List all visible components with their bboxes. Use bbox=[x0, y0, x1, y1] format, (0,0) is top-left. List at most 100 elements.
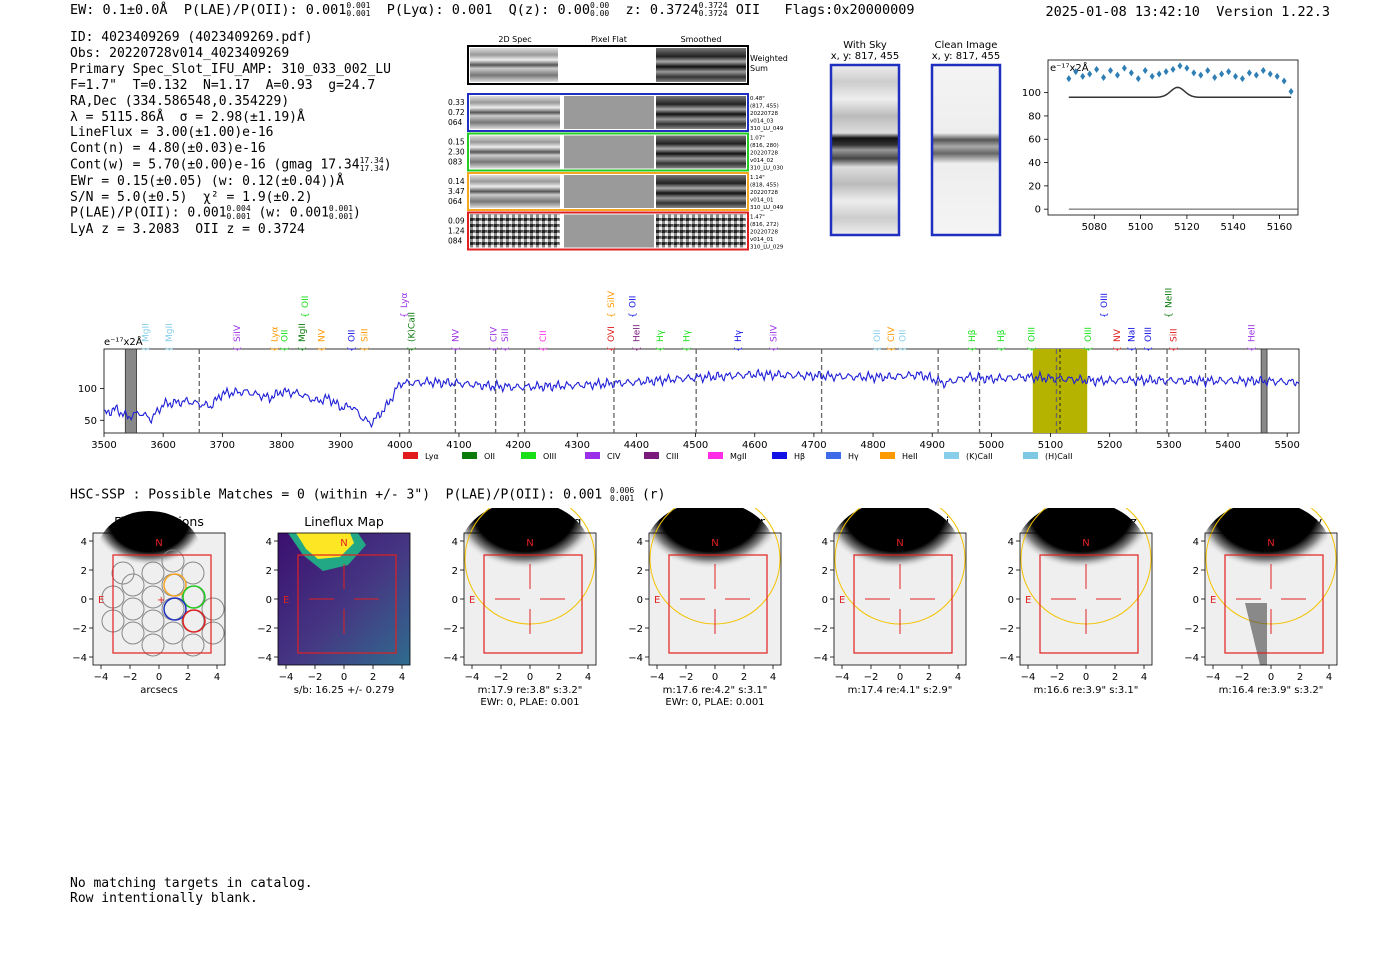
cutout-smoothed bbox=[656, 175, 746, 208]
panel-xtick-label: 0 bbox=[1083, 672, 1089, 683]
zoom-xtick-label: 5120 bbox=[1174, 222, 1199, 233]
info-lyaz: LyA z = 3.2083 OII z = 0.3724 bbox=[70, 221, 305, 237]
cutout-right-label: (817, 455) bbox=[750, 104, 779, 110]
panel-xtick-label: 4 bbox=[770, 672, 776, 683]
zoom-data-point bbox=[1253, 71, 1259, 79]
cutout-right-label: v014_01 bbox=[750, 198, 774, 204]
info-ewr: EWr = 0.15(±0.05) (w: 0.12(±0.04))Å bbox=[70, 173, 344, 189]
panel-ytick-label: 4 bbox=[1193, 537, 1199, 548]
zoom-data-point bbox=[1219, 70, 1225, 78]
cutout-right-label: 0.48" bbox=[750, 96, 765, 102]
cutout-right-label: 20220728 bbox=[750, 190, 778, 196]
zoom-ytick-label: 100 bbox=[1022, 88, 1041, 99]
info-primary: Primary Spec_Slot_IFU_AMP: 310_033_002_L… bbox=[70, 61, 391, 77]
spec-line-bracket: { bbox=[360, 346, 370, 352]
header-ew: EW: 0.1±0.0Å bbox=[70, 2, 168, 18]
spec-line-label: MgII bbox=[165, 323, 175, 342]
zoom-ytick-label: 40 bbox=[1028, 158, 1041, 169]
zoom-data-point bbox=[1156, 70, 1162, 78]
panel-ytick-label: 4 bbox=[266, 537, 272, 548]
zoom-data-point bbox=[1233, 72, 1238, 80]
zoom-data-point bbox=[1080, 72, 1086, 80]
with-sky-image bbox=[829, 63, 901, 237]
north-label: N bbox=[526, 538, 533, 549]
legend-label: Lyα bbox=[425, 452, 439, 461]
spec-line-bracket: { bbox=[408, 346, 418, 352]
galaxy-blob bbox=[644, 508, 776, 605]
panel-ytick-label: 4 bbox=[81, 537, 87, 548]
fiber-circle bbox=[181, 633, 205, 657]
detection-info: ID: 4023409269 (4023409269.pdf) Obs: 202… bbox=[70, 30, 392, 238]
cutout-left-label: 3.47 bbox=[448, 187, 465, 196]
panel-ytick-label: 2 bbox=[81, 566, 87, 577]
cutout-left-label: 0.33 bbox=[448, 98, 465, 107]
legend-swatch bbox=[708, 452, 723, 459]
spec-line-label: SiIV bbox=[607, 290, 617, 308]
north-label: N bbox=[155, 538, 162, 549]
spec-line-label: Lyα bbox=[270, 326, 280, 342]
col-2d-spec: 2D Spec bbox=[498, 35, 531, 44]
galaxy-blob bbox=[1015, 508, 1147, 605]
zoom-xtick-label: 5100 bbox=[1128, 222, 1153, 233]
panel-xtick-label: −2 bbox=[679, 672, 694, 683]
zoom-data-point bbox=[1267, 70, 1273, 78]
spec-line-label: Hβ bbox=[997, 329, 1007, 342]
legend-label: MgII bbox=[730, 452, 747, 461]
panel-ytick-label: 0 bbox=[81, 595, 87, 606]
north-label: N bbox=[340, 538, 347, 549]
spec-line-label: CIV bbox=[489, 326, 499, 342]
panel-subtitle: m:16.6 re:3.9" s:3.1" bbox=[1034, 685, 1139, 696]
header-plae-range: 0.001 0.001 bbox=[346, 1, 371, 18]
spec-line-label: OII bbox=[301, 296, 311, 308]
zoom-data-point bbox=[1184, 64, 1190, 72]
panel-ytick-label: 2 bbox=[266, 566, 272, 577]
panel-ytick-label: 2 bbox=[1193, 566, 1199, 577]
east-label: E bbox=[839, 595, 845, 606]
panel-xtick-label: 2 bbox=[741, 672, 747, 683]
cutout-right-label: 1.07" bbox=[750, 136, 765, 142]
east-label: E bbox=[1210, 595, 1216, 606]
spec-line-label: SiIV bbox=[770, 324, 780, 342]
panel-ytick-label: 0 bbox=[1193, 595, 1199, 606]
spec-xtick-label: 5400 bbox=[1215, 440, 1240, 451]
zoom-ytick-label: 60 bbox=[1028, 135, 1041, 146]
spec-line-bracket: { bbox=[734, 346, 744, 352]
panel-subtitle: m:17.4 re:4.1" s:2.9" bbox=[848, 685, 953, 696]
cutout-left-label: 1.24 bbox=[448, 227, 465, 236]
zoom-axes-frame bbox=[1047, 59, 1299, 216]
info-obs: Obs: 20220728v014_4023409269 bbox=[70, 45, 290, 61]
legend-label: CIV bbox=[607, 452, 621, 461]
spec-line-bracket: { bbox=[270, 346, 280, 352]
east-label: E bbox=[469, 595, 475, 606]
spec-xtick-label: 4400 bbox=[624, 440, 649, 451]
panel-xtick-label: 2 bbox=[1297, 672, 1303, 683]
legend-label: HeII bbox=[902, 452, 918, 461]
spec-line-label: Hγ bbox=[656, 329, 666, 342]
spec-line-bracket: { bbox=[1028, 346, 1038, 352]
panel-ytick-label: 4 bbox=[637, 537, 643, 548]
spec-xtick-label: 3900 bbox=[328, 440, 353, 451]
spec-line-label: OII bbox=[280, 330, 290, 342]
header-qz: Q(z): 0.00 bbox=[508, 2, 590, 18]
cutout-right-label: (816, 280) bbox=[750, 143, 779, 149]
legend-label: Hβ bbox=[794, 452, 805, 461]
zoom-data-point bbox=[1288, 87, 1294, 95]
fiber-highlight bbox=[182, 609, 206, 633]
panel-xtick-label: −2 bbox=[864, 672, 879, 683]
zoom-line-chart: 5080 5100 5120 5140 5160 0 20 40 60 80 100 e⁻¹⁷x2Å bbox=[1022, 59, 1299, 233]
spec-line-bracket: { bbox=[997, 346, 1007, 352]
header-z-range: 0.3724 0.3724 bbox=[698, 1, 728, 18]
panel-xtick-label: 2 bbox=[556, 672, 562, 683]
cutout-right-label: 20220728 bbox=[750, 151, 778, 157]
fiber-circle bbox=[141, 585, 165, 609]
panel-subtitle: m:16.4 re:3.9" s:3.2" bbox=[1219, 685, 1324, 696]
legend-swatch bbox=[521, 452, 536, 459]
panel-ytick-label: −4 bbox=[257, 653, 272, 664]
footer-line-2: Row intentionally blank. bbox=[70, 891, 258, 906]
header-qz-range: 0.00 0.00 bbox=[589, 1, 610, 18]
cutout-right-label: v014_03 bbox=[750, 119, 774, 125]
galaxy-tail bbox=[1245, 603, 1267, 665]
fiber-circle bbox=[121, 573, 145, 597]
spec-line-bracket: { bbox=[318, 346, 328, 352]
